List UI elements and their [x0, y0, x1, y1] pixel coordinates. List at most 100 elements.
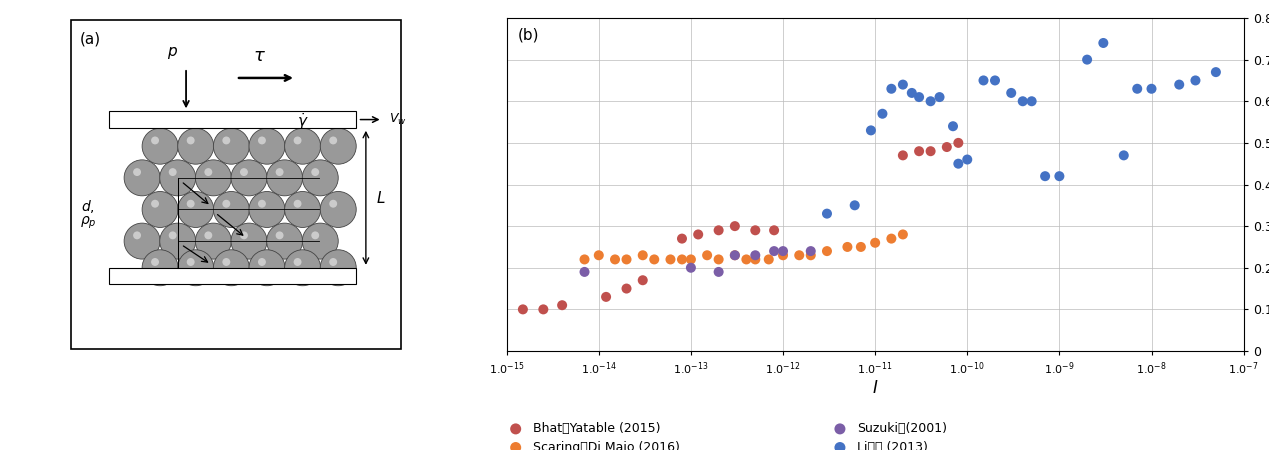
Circle shape	[213, 192, 249, 227]
Circle shape	[151, 258, 159, 266]
Point	[617, 285, 637, 292]
X-axis label: $I$: $I$	[872, 379, 878, 397]
Circle shape	[124, 160, 160, 196]
Circle shape	[213, 128, 249, 164]
Circle shape	[302, 160, 339, 196]
Circle shape	[151, 136, 159, 144]
Point	[688, 231, 708, 238]
Circle shape	[231, 160, 266, 196]
Point	[1036, 173, 1056, 180]
Point	[948, 160, 968, 167]
Circle shape	[124, 223, 160, 259]
Circle shape	[204, 231, 212, 239]
Circle shape	[133, 231, 141, 239]
Point	[708, 268, 728, 275]
Circle shape	[320, 192, 357, 227]
Point	[1185, 77, 1206, 84]
Point	[708, 227, 728, 234]
Circle shape	[222, 258, 230, 266]
Circle shape	[195, 223, 231, 259]
Point	[513, 306, 533, 313]
Point	[929, 94, 949, 101]
Point	[725, 223, 745, 230]
Point	[865, 239, 886, 247]
Point	[937, 144, 957, 151]
Circle shape	[213, 250, 249, 286]
Point	[764, 227, 784, 234]
Bar	[71, 20, 401, 349]
Circle shape	[142, 250, 178, 286]
Point	[773, 252, 793, 259]
Legend: Suzuki等(2001), Li和等 (2013): Suzuki等(2001), Li和等 (2013)	[822, 417, 953, 450]
Point	[1141, 85, 1161, 92]
Point	[605, 256, 626, 263]
Circle shape	[204, 168, 212, 176]
Circle shape	[329, 136, 338, 144]
Point	[680, 256, 700, 263]
Point	[773, 248, 793, 255]
Point	[1001, 89, 1022, 97]
Point	[801, 248, 821, 255]
Point	[817, 248, 838, 255]
Text: (a): (a)	[80, 32, 100, 46]
Circle shape	[249, 250, 286, 286]
Point	[660, 256, 680, 263]
Circle shape	[178, 250, 213, 286]
Circle shape	[275, 231, 283, 239]
Point	[725, 252, 745, 259]
Circle shape	[133, 168, 141, 176]
Text: $\rho_p$: $\rho_p$	[80, 215, 96, 231]
Point	[902, 89, 923, 97]
Point	[789, 252, 810, 259]
Text: $V_w$: $V_w$	[390, 112, 407, 127]
Point	[985, 77, 1005, 84]
Point	[881, 85, 901, 92]
Circle shape	[293, 200, 302, 208]
Point	[708, 256, 728, 263]
Point	[845, 202, 865, 209]
Point	[909, 148, 929, 155]
Point	[943, 123, 963, 130]
Circle shape	[320, 128, 357, 164]
Point	[920, 148, 940, 155]
Circle shape	[311, 168, 320, 176]
Circle shape	[187, 258, 194, 266]
Point	[1169, 81, 1189, 88]
Bar	[109, 268, 355, 284]
Circle shape	[169, 168, 176, 176]
Circle shape	[240, 231, 247, 239]
Circle shape	[266, 223, 302, 259]
Circle shape	[329, 258, 338, 266]
Point	[671, 235, 692, 242]
Point	[973, 77, 994, 84]
Point	[1077, 56, 1098, 63]
Circle shape	[311, 231, 320, 239]
Point	[881, 235, 901, 242]
Point	[745, 227, 765, 234]
Circle shape	[275, 168, 283, 176]
Point	[575, 256, 595, 263]
Circle shape	[195, 160, 231, 196]
Point	[860, 127, 881, 134]
Bar	[109, 111, 355, 128]
Circle shape	[266, 160, 302, 196]
Circle shape	[249, 192, 286, 227]
Circle shape	[160, 160, 195, 196]
Point	[671, 256, 692, 263]
Point	[1049, 173, 1070, 180]
Circle shape	[178, 128, 213, 164]
Point	[948, 140, 968, 147]
Circle shape	[284, 250, 321, 286]
Point	[645, 256, 665, 263]
Point	[1127, 85, 1147, 92]
Text: $\dot{\gamma}$: $\dot{\gamma}$	[297, 112, 308, 132]
Point	[801, 252, 821, 259]
Point	[697, 252, 717, 259]
Point	[892, 81, 912, 88]
Point	[552, 302, 572, 309]
Point	[850, 243, 871, 251]
Point	[892, 231, 912, 238]
Circle shape	[302, 223, 339, 259]
Circle shape	[284, 192, 321, 227]
Point	[745, 252, 765, 259]
